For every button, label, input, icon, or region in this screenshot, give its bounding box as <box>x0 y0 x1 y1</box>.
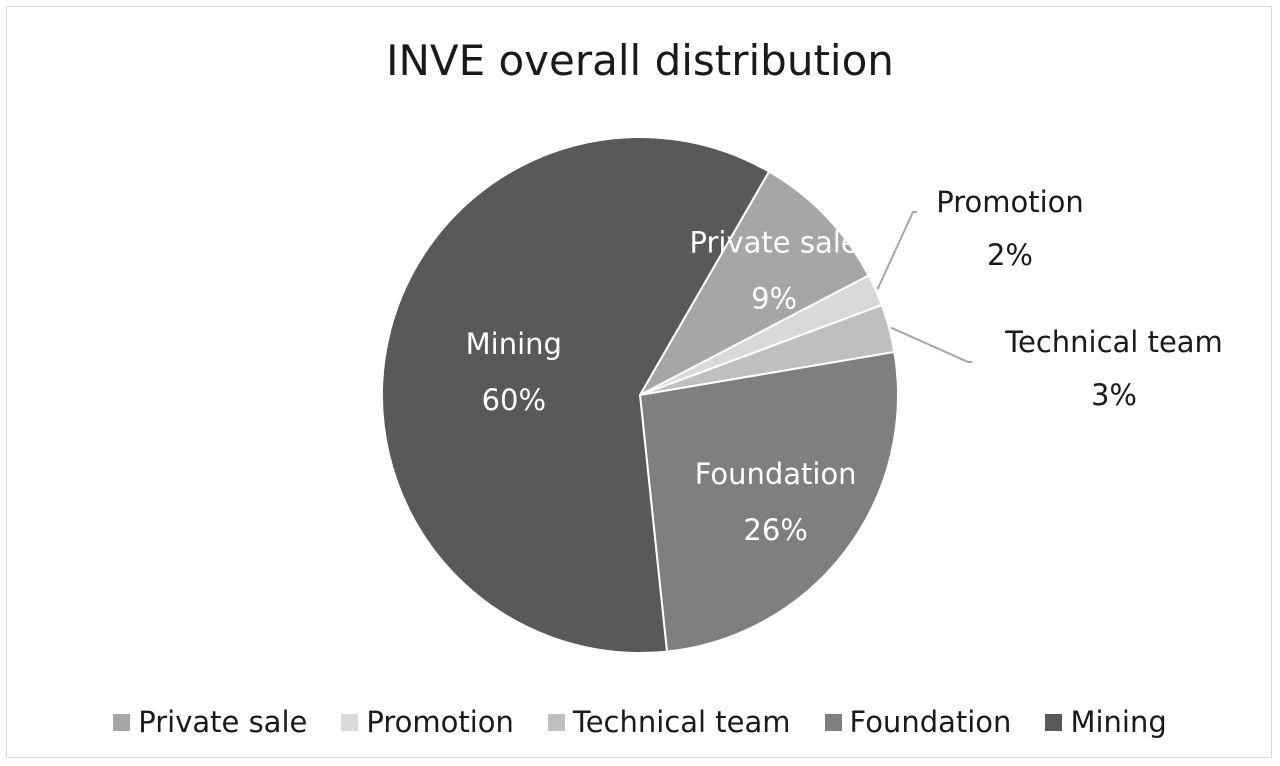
legend-item-mining: Mining <box>1045 705 1167 739</box>
legend-item-promotion: Promotion <box>341 705 514 739</box>
legend-label-promotion: Promotion <box>366 705 514 739</box>
slice-value-mining: 60% <box>482 383 546 417</box>
legend-swatch-mining <box>1045 713 1063 731</box>
slice-label-foundation: Foundation <box>695 457 857 491</box>
legend-item-private-sale: Private sale <box>113 705 307 739</box>
legend: Private sale Promotion Technical team Found… <box>0 700 1280 744</box>
legend-swatch-private-sale <box>113 713 131 731</box>
chart-title: INVE overall distribution <box>386 36 894 85</box>
slice-label-mining: Mining <box>466 327 562 361</box>
slice-label-technical-team: Technical team <box>1004 325 1223 359</box>
legend-item-foundation: Foundation <box>824 705 1012 739</box>
legend-label-technical-team: Technical team <box>572 705 791 739</box>
slice-label-promotion: Promotion <box>936 185 1084 219</box>
slice-value-promotion: 2% <box>987 238 1033 272</box>
legend-label-private-sale: Private sale <box>138 705 308 739</box>
pie-slice-mining <box>381 136 771 654</box>
legend-swatch-technical-team <box>547 713 565 731</box>
legend-swatch-foundation <box>824 713 842 731</box>
legend-item-technical-team: Technical team <box>547 705 791 739</box>
leader-line-technical-team <box>890 326 972 363</box>
pie-slice-private-sale <box>637 170 870 398</box>
legend-label-foundation: Foundation <box>849 705 1012 739</box>
leader-line-promotion <box>876 211 917 290</box>
slice-label-private-sale: Private sale <box>690 225 859 259</box>
pie-slice-foundation <box>638 350 899 653</box>
slice-value-private-sale: 9% <box>751 281 797 315</box>
legend-swatch-promotion <box>341 713 359 731</box>
pie-slices <box>381 136 899 654</box>
leader-lines <box>876 211 972 363</box>
slice-value-technical-team: 3% <box>1091 378 1137 412</box>
legend-label-mining: Mining <box>1070 705 1167 739</box>
slice-labels: Private sale 9% Promotion 2% Technical team 3… <box>466 185 1223 547</box>
slice-value-foundation: 26% <box>743 513 807 547</box>
